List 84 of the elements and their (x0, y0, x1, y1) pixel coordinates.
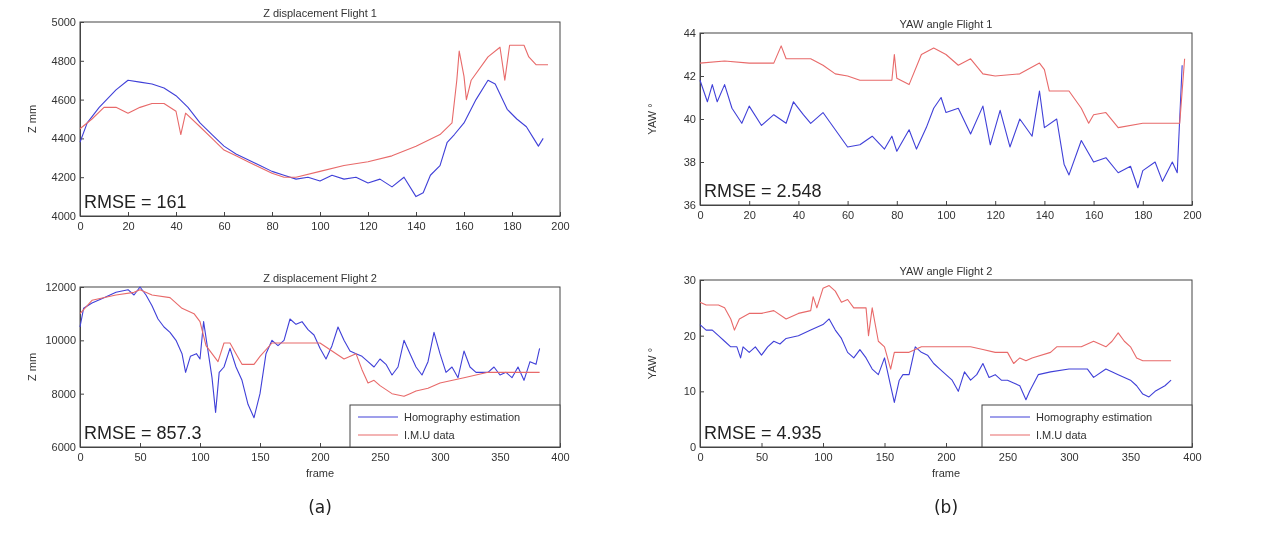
x-tick-label: 200 (937, 450, 956, 463)
x-tick-label: 120 (986, 208, 1005, 221)
x-axis-title: frame (305, 467, 335, 479)
x-tick-label: 300 (1060, 450, 1079, 463)
x-tick-label: 160 (1084, 208, 1104, 221)
y-tick-label: 4400 (51, 132, 76, 145)
x-tick-label: 20 (743, 208, 756, 221)
y-axis-title: YAW ° (646, 347, 658, 380)
legend-label: I.M.U data (1036, 429, 1088, 441)
y-tick-label: 4200 (51, 171, 76, 184)
y-tick-label: 5000 (51, 16, 76, 29)
y-tick-label: 10 (683, 385, 696, 398)
y-tick-label: 40 (683, 113, 696, 126)
chart-title: YAW angle Flight 2 (899, 265, 993, 277)
y-axis-title: Z mm (26, 104, 38, 134)
chart-title: YAW angle Flight 1 (899, 18, 993, 30)
x-tick-label: 80 (891, 208, 904, 221)
x-tick-label: 200 (1183, 208, 1202, 221)
legend-label: Homography estimation (1036, 411, 1153, 423)
y-tick-label: 20 (683, 329, 696, 342)
x-tick-label: 180 (503, 219, 522, 232)
y-tick-label: 0 (689, 441, 696, 454)
annotation: RMSE = 4.935 (704, 423, 822, 443)
line-series (699, 45, 1186, 129)
x-tick-label: 180 (1134, 208, 1153, 221)
x-tick-label: 160 (455, 219, 474, 232)
y-tick-label: 42 (683, 70, 696, 83)
x-tick-label: 350 (1121, 450, 1141, 463)
annotation: RMSE = 161 (84, 192, 187, 212)
x-tick-label: 60 (841, 208, 855, 221)
x-tick-label: 400 (1183, 450, 1202, 463)
y-tick-label: 8000 (51, 387, 76, 400)
x-tick-label: 100 (814, 450, 833, 463)
line-series (699, 285, 1172, 370)
y-tick-label: 30 (683, 274, 696, 287)
x-tick-label: 50 (755, 450, 769, 463)
x-tick-label: 200 (551, 219, 570, 232)
x-tick-label: 120 (359, 219, 378, 232)
x-tick-label: 0 (77, 219, 84, 232)
y-tick-label: 38 (683, 156, 696, 169)
x-tick-label: 40 (170, 219, 183, 232)
x-tick-label: 50 (134, 450, 147, 463)
line-series (699, 318, 1172, 404)
x-tick-label: 300 (431, 450, 450, 463)
x-tick-label: 140 (407, 219, 426, 232)
x-tick-label: 40 (792, 208, 806, 221)
x-tick-label: 60 (218, 219, 231, 232)
y-axis-title: YAW ° (646, 103, 658, 135)
text: (b) (933, 497, 959, 517)
annotation: RMSE = 2.548 (704, 181, 822, 201)
x-tick-label: 350 (491, 450, 510, 463)
line-series (79, 289, 541, 397)
x-axis-title: frame (931, 467, 961, 479)
y-tick-label: 4800 (51, 54, 76, 67)
x-tick-label: 80 (266, 219, 279, 232)
y-axis-title: Z mm (26, 352, 38, 382)
y-tick-label: 4600 (51, 93, 76, 106)
x-tick-label: 250 (371, 450, 390, 463)
x-tick-label: 0 (697, 208, 704, 221)
x-tick-label: 100 (937, 208, 956, 221)
annotation: RMSE = 857.3 (84, 423, 202, 443)
x-tick-label: 0 (697, 450, 704, 463)
x-tick-label: 0 (77, 450, 84, 463)
y-tick-label: 36 (683, 199, 696, 212)
y-tick-label: 6000 (51, 441, 76, 454)
x-tick-label: 20 (122, 219, 135, 232)
y-tick-label: 44 (683, 27, 696, 40)
line-series (79, 44, 549, 178)
y-tick-label: 12000 (45, 281, 76, 294)
legend-label: Homography estimation (404, 411, 521, 423)
legend-label: I.M.U data (404, 429, 456, 441)
x-tick-label: 400 (551, 450, 570, 463)
x-tick-label: 150 (875, 450, 895, 463)
x-tick-label: 250 (998, 450, 1018, 463)
x-tick-label: 150 (251, 450, 270, 463)
x-tick-label: 100 (311, 219, 330, 232)
chart-title: Z displacement Flight 2 (263, 272, 377, 284)
y-tick-label: 10000 (45, 334, 76, 347)
y-tick-label: 4000 (51, 210, 76, 223)
x-tick-label: 200 (311, 450, 330, 463)
x-tick-label: 140 (1035, 208, 1055, 221)
x-tick-label: 100 (191, 450, 210, 463)
text: (a) (308, 497, 332, 517)
chart-title: Z displacement Flight 1 (263, 7, 377, 19)
